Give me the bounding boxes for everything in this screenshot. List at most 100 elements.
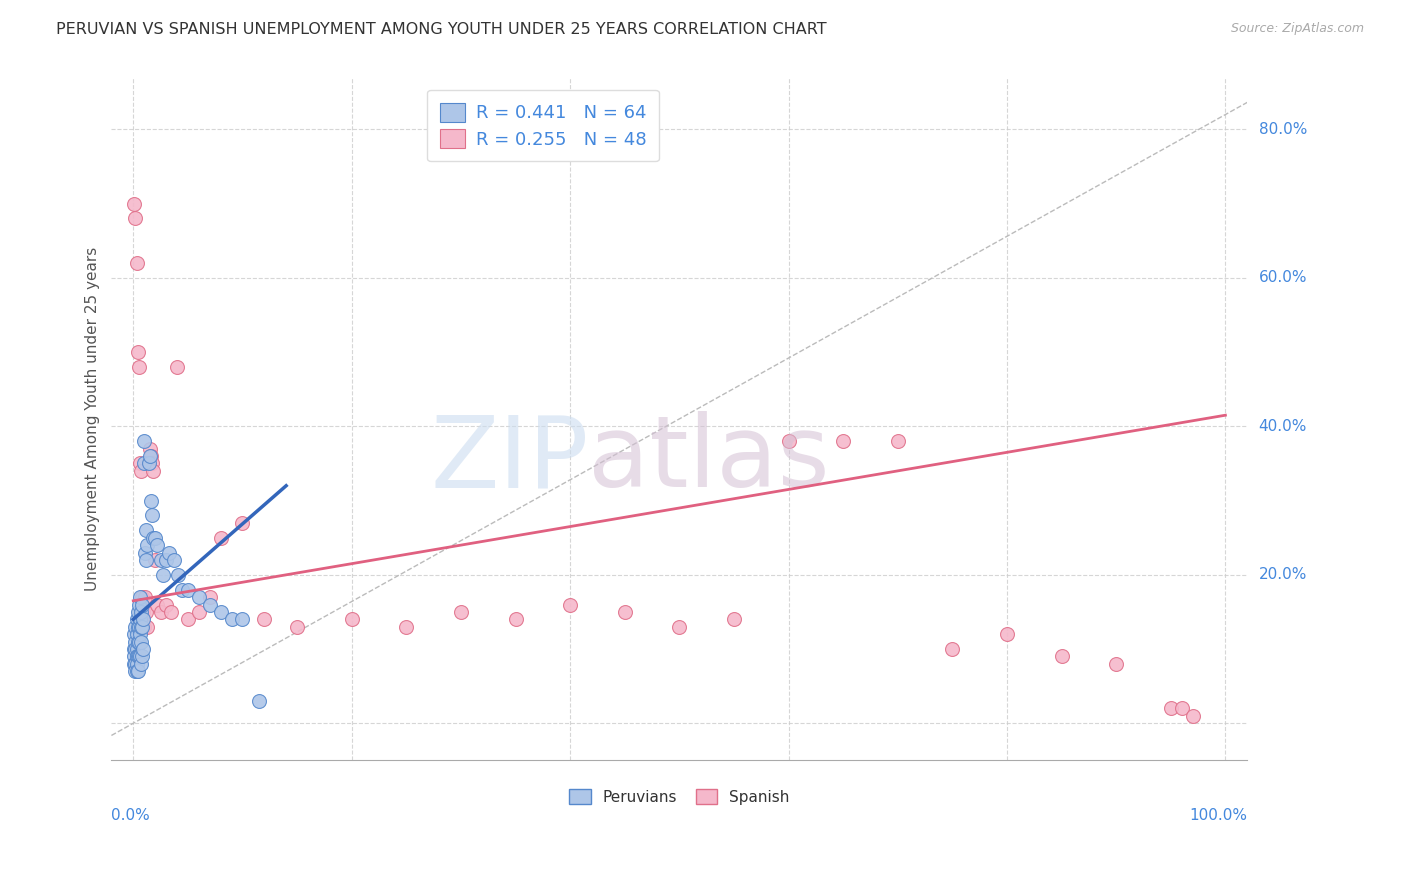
Spanish bbox=[1181, 709, 1204, 723]
Peruvians bbox=[129, 620, 152, 634]
Peruvians bbox=[135, 553, 157, 567]
Spanish bbox=[129, 464, 152, 478]
Peruvians bbox=[125, 657, 148, 671]
Peruvians bbox=[124, 649, 146, 664]
Peruvians bbox=[124, 665, 146, 679]
Peruvians bbox=[134, 457, 156, 471]
Peruvians bbox=[142, 531, 165, 545]
Peruvians bbox=[124, 657, 146, 671]
Peruvians bbox=[209, 605, 232, 619]
Peruvians bbox=[134, 545, 156, 559]
Spanish bbox=[1105, 657, 1128, 671]
Spanish bbox=[941, 642, 963, 657]
Spanish bbox=[177, 612, 200, 626]
Peruvians bbox=[132, 642, 155, 657]
Spanish bbox=[198, 590, 221, 604]
Peruvians bbox=[128, 620, 150, 634]
Peruvians bbox=[135, 523, 157, 537]
Spanish bbox=[231, 516, 253, 530]
Spanish bbox=[149, 605, 172, 619]
Peruvians bbox=[127, 649, 149, 664]
Peruvians bbox=[221, 612, 243, 626]
Peruvians bbox=[128, 590, 150, 604]
Spanish bbox=[160, 605, 183, 619]
Peruvians bbox=[128, 612, 150, 626]
Spanish bbox=[141, 457, 163, 471]
Peruvians bbox=[134, 434, 156, 449]
Text: Source: ZipAtlas.com: Source: ZipAtlas.com bbox=[1230, 22, 1364, 36]
Legend: Peruvians, Spanish: Peruvians, Spanish bbox=[562, 782, 796, 811]
Spanish bbox=[778, 434, 800, 449]
Peruvians bbox=[129, 605, 152, 619]
Spanish bbox=[138, 442, 160, 456]
Peruvians bbox=[125, 665, 148, 679]
Peruvians bbox=[124, 634, 146, 648]
Peruvians bbox=[128, 649, 150, 664]
Peruvians bbox=[177, 582, 200, 597]
Spanish bbox=[395, 620, 418, 634]
Peruvians bbox=[155, 553, 177, 567]
Spanish bbox=[155, 598, 177, 612]
Peruvians bbox=[124, 642, 146, 657]
Peruvians bbox=[128, 649, 150, 664]
Peruvians bbox=[124, 657, 146, 671]
Peruvians bbox=[231, 612, 253, 626]
Spanish bbox=[558, 598, 581, 612]
Spanish bbox=[995, 627, 1018, 641]
Peruvians bbox=[163, 553, 186, 567]
Spanish bbox=[505, 612, 527, 626]
Peruvians bbox=[167, 567, 190, 582]
Spanish bbox=[832, 434, 855, 449]
Peruvians bbox=[127, 634, 149, 648]
Peruvians bbox=[128, 634, 150, 648]
Peruvians bbox=[172, 582, 194, 597]
Spanish bbox=[124, 196, 146, 211]
Peruvians bbox=[131, 620, 153, 634]
Peruvians bbox=[125, 627, 148, 641]
Peruvians bbox=[128, 627, 150, 641]
Peruvians bbox=[157, 545, 180, 559]
Peruvians bbox=[187, 590, 209, 604]
Peruvians bbox=[127, 605, 149, 619]
Text: PERUVIAN VS SPANISH UNEMPLOYMENT AMONG YOUTH UNDER 25 YEARS CORRELATION CHART: PERUVIAN VS SPANISH UNEMPLOYMENT AMONG Y… bbox=[56, 22, 827, 37]
Peruvians bbox=[198, 598, 221, 612]
Spanish bbox=[127, 345, 149, 359]
Peruvians bbox=[138, 457, 160, 471]
Text: atlas: atlas bbox=[589, 411, 830, 508]
Peruvians bbox=[129, 657, 152, 671]
Spanish bbox=[285, 620, 308, 634]
Spanish bbox=[723, 612, 745, 626]
Spanish bbox=[209, 531, 232, 545]
Peruvians bbox=[132, 612, 155, 626]
Y-axis label: Unemployment Among Youth under 25 years: Unemployment Among Youth under 25 years bbox=[86, 247, 100, 591]
Peruvians bbox=[128, 598, 150, 612]
Text: ZIP: ZIP bbox=[430, 411, 589, 508]
Spanish bbox=[134, 590, 156, 604]
Peruvians bbox=[138, 449, 160, 463]
Peruvians bbox=[124, 620, 146, 634]
Peruvians bbox=[136, 538, 159, 552]
Spanish bbox=[253, 612, 276, 626]
Text: 60.0%: 60.0% bbox=[1258, 270, 1308, 285]
Peruvians bbox=[247, 694, 270, 708]
Text: 40.0%: 40.0% bbox=[1258, 419, 1308, 434]
Spanish bbox=[668, 620, 690, 634]
Spanish bbox=[340, 612, 363, 626]
Peruvians bbox=[125, 649, 148, 664]
Peruvians bbox=[152, 567, 174, 582]
Text: 20.0%: 20.0% bbox=[1258, 567, 1308, 582]
Spanish bbox=[1050, 649, 1073, 664]
Peruvians bbox=[124, 642, 146, 657]
Spanish bbox=[134, 620, 156, 634]
Spanish bbox=[132, 605, 155, 619]
Peruvians bbox=[139, 493, 162, 508]
Spanish bbox=[166, 359, 188, 374]
Spanish bbox=[146, 598, 169, 612]
Spanish bbox=[1160, 701, 1182, 715]
Spanish bbox=[450, 605, 472, 619]
Text: 0.0%: 0.0% bbox=[111, 808, 150, 823]
Text: 100.0%: 100.0% bbox=[1189, 808, 1247, 823]
Peruvians bbox=[125, 642, 148, 657]
Peruvians bbox=[141, 508, 163, 523]
Spanish bbox=[128, 359, 150, 374]
